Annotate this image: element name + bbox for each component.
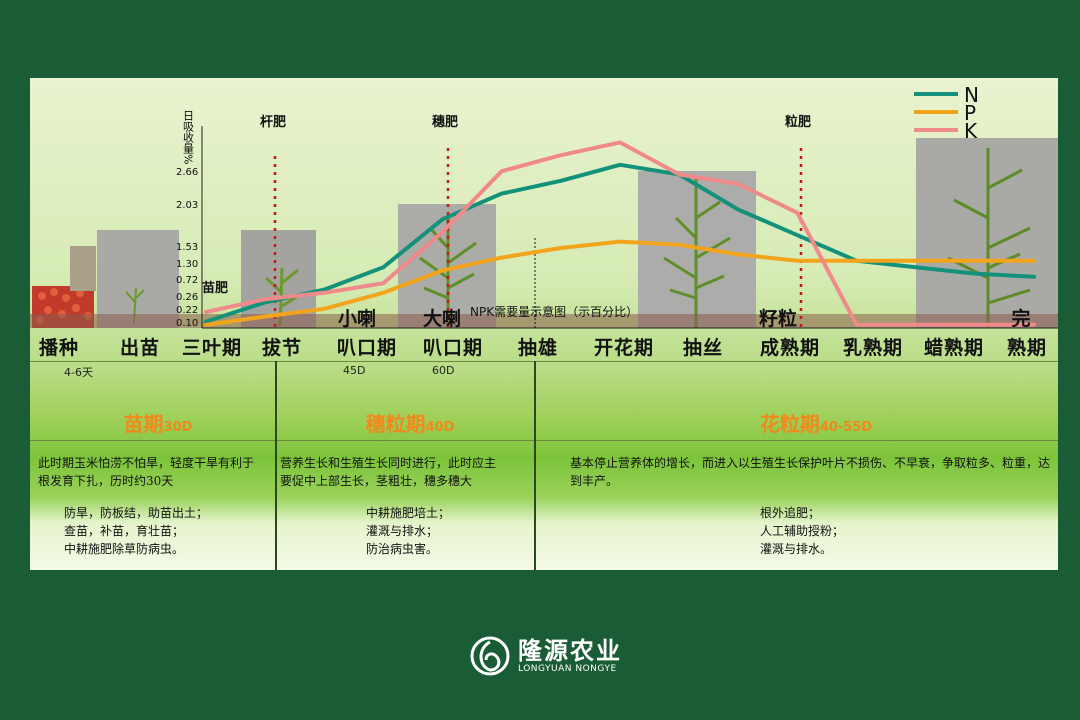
stage-rushu: 乳熟期 — [842, 337, 904, 359]
series-line-k — [204, 140, 1036, 327]
stage-xiaolaba-top: 小喇 — [337, 308, 377, 330]
task-item: 根外追肥； — [760, 506, 821, 520]
y-tick-label: 0.10 — [176, 318, 198, 329]
days-sowing: 4-6天 — [64, 366, 93, 379]
series-line-n — [204, 162, 1036, 324]
period-divider-2 — [534, 361, 536, 570]
stage-sanye: 三叶期 — [181, 337, 243, 359]
logo-icon — [470, 636, 510, 676]
logo-name: 隆源农业 — [518, 637, 622, 665]
period-duration: 40-55D — [819, 420, 873, 435]
logo-text: 隆源农业 LONGYUAN NONGYE — [518, 638, 622, 674]
period-title-hualiqi: 花粒期40-55D — [760, 408, 872, 437]
days-large-trumpet: 60D — [432, 364, 455, 377]
y-tick-label: 2.66 — [176, 167, 198, 178]
label-miaofei: 苗肥 — [202, 280, 228, 296]
stage-chumiao: 出苗 — [119, 337, 161, 359]
growth-chart-panel: 日吸收量% 2.66 2.03 1.53 1.30 0.72 0.26 0.22 0.10 N… — [30, 78, 1058, 570]
brand-logo: 隆源农业 LONGYUAN NONGYE — [470, 634, 622, 678]
stage-xiaolaba-bottom: 叭口期 — [336, 337, 398, 359]
y-tick-label: 0.22 — [176, 305, 198, 316]
period-tasks-suiliqi: 中耕施肥培土； 灌溉与排水； 防治病虫害。 — [366, 504, 450, 558]
task-item: 防治病虫害。 — [366, 542, 439, 556]
npk-chart: 日吸收量% 2.66 2.03 1.53 1.30 0.72 0.26 0.22 0.10 N… — [30, 83, 1058, 329]
task-item: 防旱，防板结，助苗出土； — [64, 506, 209, 520]
stage-chouxiong: 抽雄 — [517, 337, 559, 359]
y-tick-label: 0.26 — [176, 292, 198, 303]
stage-zili-bottom: 成熟期 — [759, 337, 821, 359]
task-item: 灌溉与排水； — [366, 524, 439, 538]
stage-chousi: 抽丝 — [682, 337, 724, 359]
series-line-p — [204, 239, 1036, 327]
stage-bozhong: 播种 — [38, 337, 80, 359]
stage-wanshu-top: 完 — [1011, 308, 1031, 330]
stage-bajie: 拔节 — [261, 337, 303, 359]
period-tasks-hualiqi: 根外追肥； 人工辅助授粉； 灌溉与排水。 — [760, 504, 844, 558]
divider-top — [30, 361, 1058, 362]
y-tick-label: 0.72 — [176, 275, 198, 286]
period-desc-hualiqi: 基本停止营养体的增长，而进入以生殖生长保护叶片不损伤、不早衰，争取粒多、粒重，达… — [570, 456, 1051, 488]
stage-wanshu-bottom: 熟期 — [1006, 337, 1048, 359]
period-divider-1 — [275, 361, 277, 570]
legend-label-n: N — [964, 83, 979, 107]
stage-dalaba-bottom: 叭口期 — [422, 337, 484, 359]
period-title-suiliqi: 穗粒期40D — [366, 408, 455, 437]
period-title-miaoqi: 苗期30D — [124, 408, 193, 437]
y-tick-label: 1.53 — [176, 242, 198, 253]
legend: NPK — [914, 83, 979, 143]
period-duration: 30D — [163, 420, 193, 435]
label-ganfei: 杆肥 — [260, 114, 286, 130]
period-duration: 40D — [425, 420, 455, 435]
y-tick-labels: 2.66 2.03 1.53 1.30 0.72 0.26 0.22 0.10 — [176, 167, 198, 329]
stage-kaihua: 开花期 — [593, 337, 655, 359]
y-axis: 日吸收量% 2.66 2.03 1.53 1.30 0.72 0.26 0.22 0.10 — [176, 110, 1058, 329]
task-item: 中耕施肥除草防病虫。 — [64, 542, 185, 556]
task-item: 中耕施肥培土； — [366, 506, 451, 520]
label-lifei: 粒肥 — [785, 114, 811, 130]
y-tick-label: 2.03 — [176, 200, 198, 211]
stage-dalaba-top: 大喇 — [422, 308, 462, 330]
series-lines — [204, 140, 1036, 327]
period-name: 穗粒期 — [365, 412, 426, 436]
legend-label-k: K — [964, 119, 978, 143]
stage-zili-top: 籽粒 — [758, 308, 798, 330]
stage-lashu: 蜡熟期 — [923, 337, 985, 359]
task-item: 人工辅助授粉； — [760, 524, 845, 538]
period-name: 苗期 — [123, 412, 164, 436]
y-axis-label: 日吸收量% — [182, 110, 195, 164]
divider-middle — [30, 440, 1058, 441]
period-desc-suiliqi: 营养生长和生殖生长同时进行，此时应主要促中上部生长，茎粗壮，穗多穗大 — [280, 456, 497, 488]
period-tasks-miaoqi: 防旱，防板结，助苗出土； 查苗，补苗，育壮苗； 中耕施肥除草防病虫。 — [64, 504, 208, 558]
period-name: 花粒期 — [759, 412, 820, 436]
logo-subtitle: LONGYUAN NONGYE — [518, 664, 617, 674]
photo-germination — [70, 246, 96, 291]
label-suifei: 穗肥 — [432, 114, 458, 130]
task-item: 灌溉与排水。 — [760, 542, 833, 556]
y-tick-label: 1.30 — [176, 259, 198, 270]
chart-title: NPK需要量示意图（示百分比） — [470, 304, 638, 319]
photo-seedling — [97, 230, 179, 328]
days-small-trumpet: 45D — [343, 364, 366, 377]
legend-label-p: P — [964, 101, 976, 125]
period-desc-miaoqi: 此时期玉米怕涝不怕旱，轻度干旱有利于根发育下扎，历时约30天 — [38, 456, 255, 488]
task-item: 查苗，补苗，育壮苗； — [64, 524, 185, 538]
